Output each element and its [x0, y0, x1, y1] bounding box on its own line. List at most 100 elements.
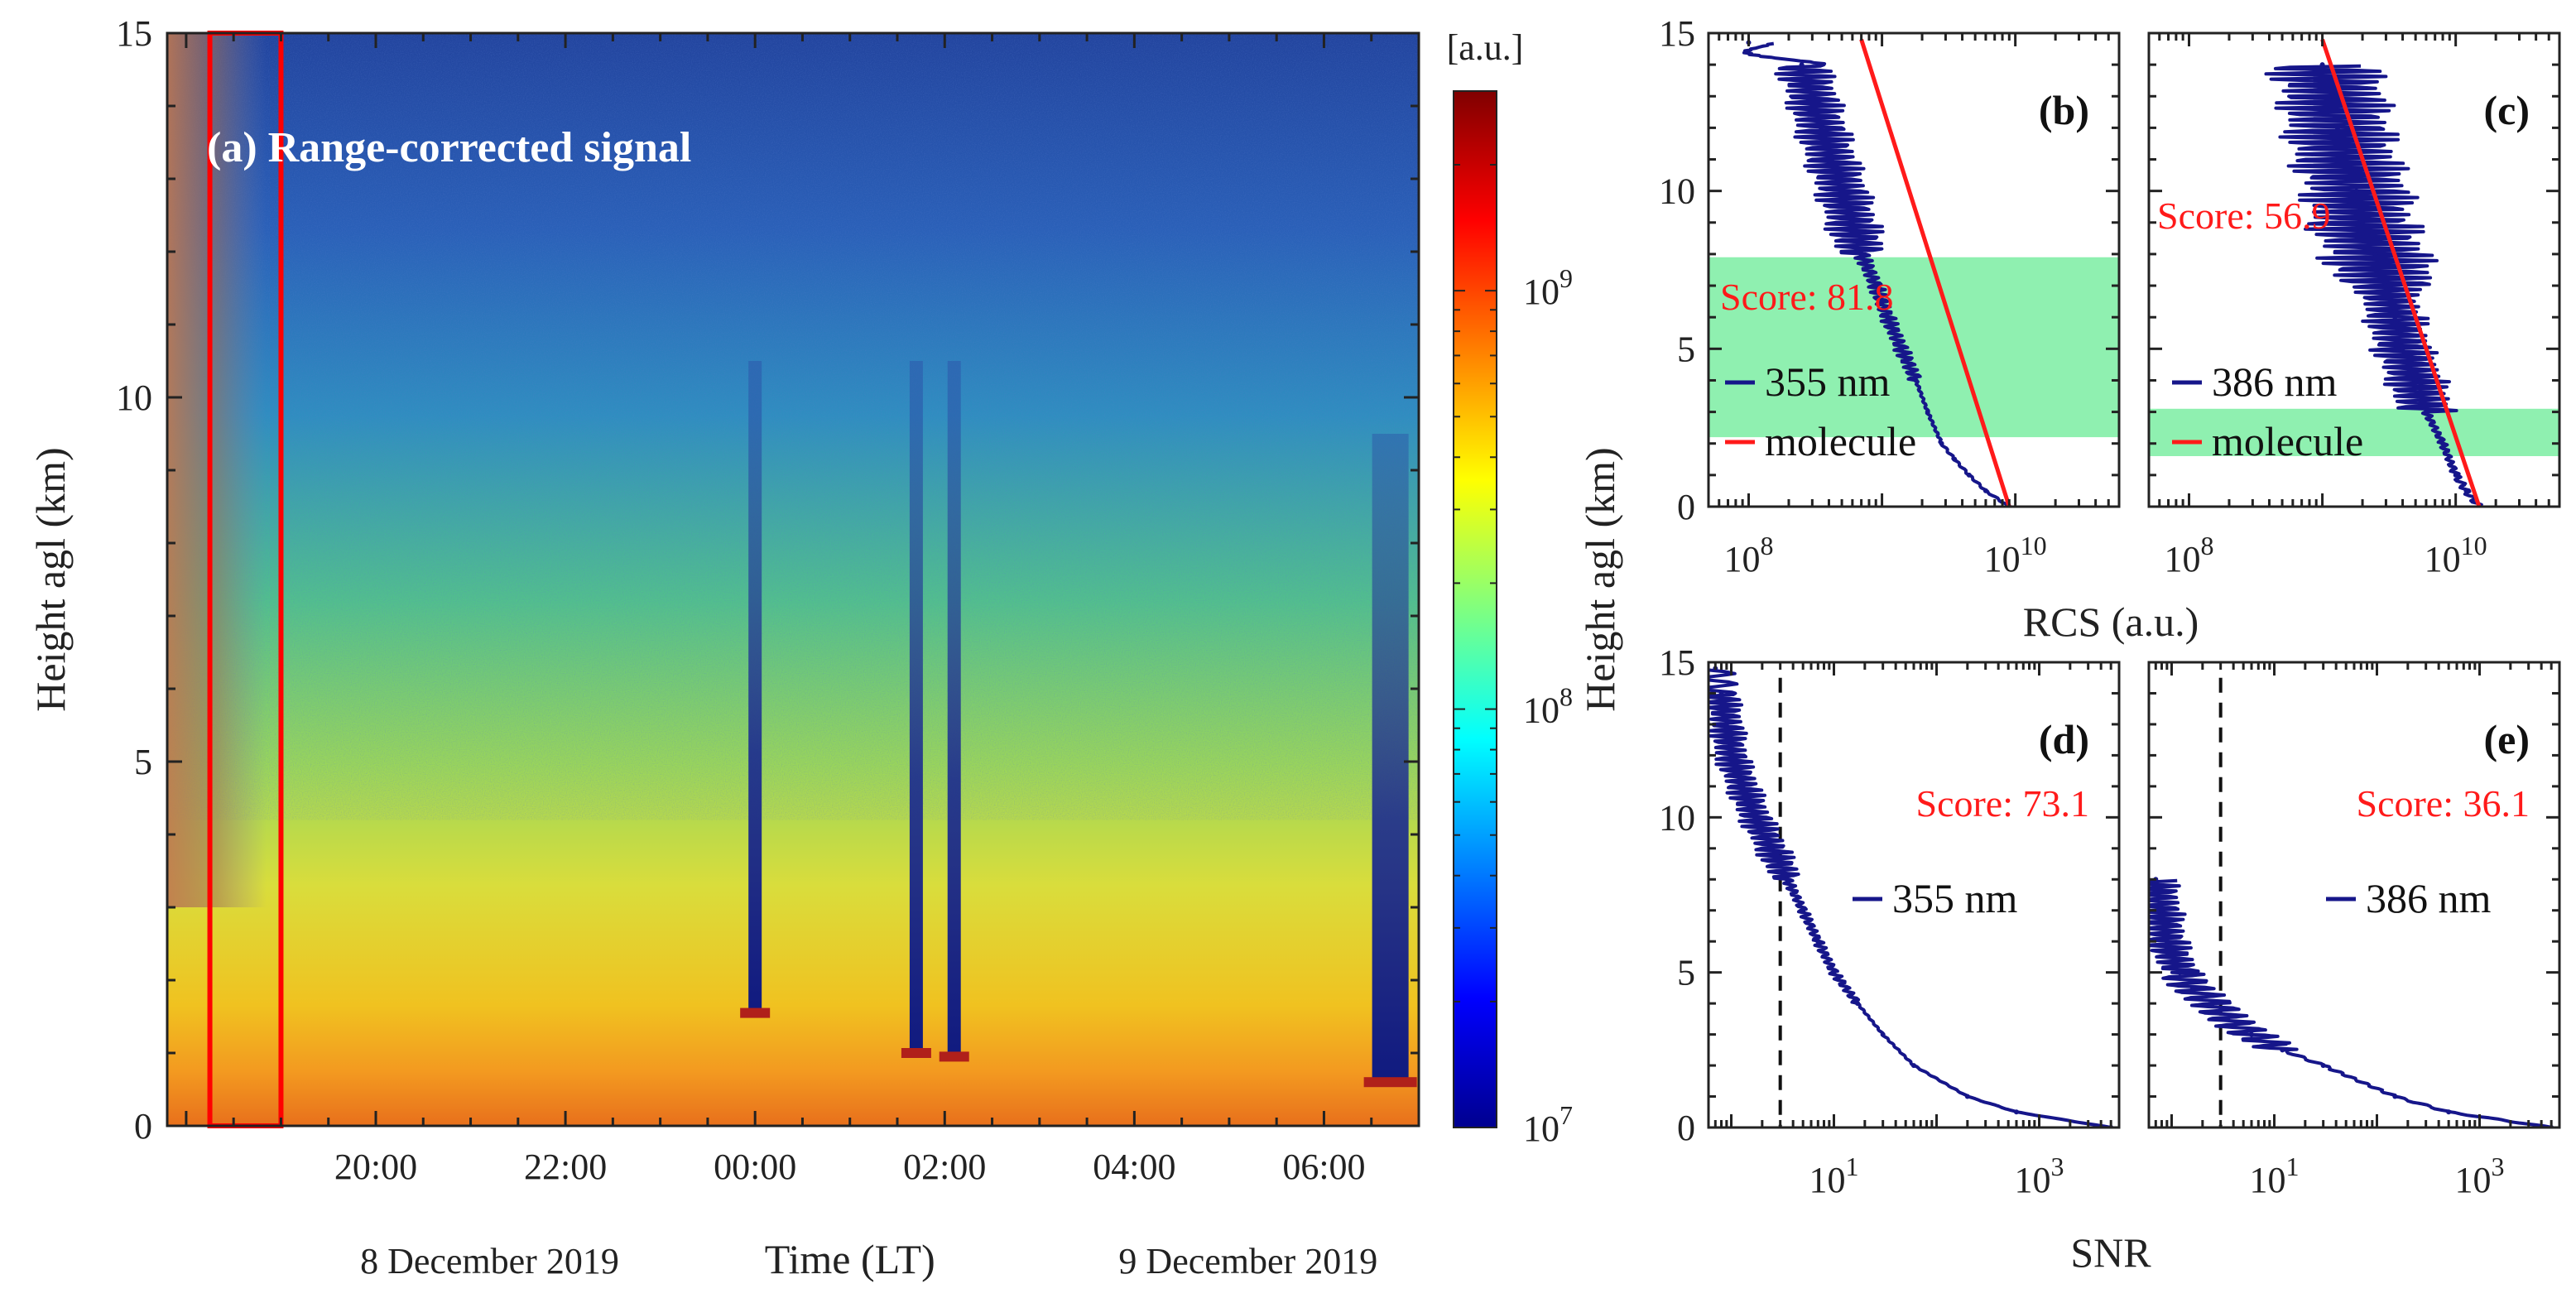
plot-frame-c [2147, 31, 2561, 508]
x-tick-label-b-base: 10 [1984, 539, 2021, 579]
plot-area-e [2149, 662, 2559, 1128]
signal-point [2320, 1063, 2326, 1069]
colorbar-tick-label-base: 10 [1523, 272, 1560, 312]
signal-point [2440, 440, 2446, 446]
signal-point [2383, 283, 2389, 289]
x-tick-label-a: 22:00 [524, 1147, 607, 1187]
heatmap-area [167, 33, 1419, 1126]
plot-bg-e [2149, 662, 2559, 1128]
valid-range-band [2149, 408, 2559, 456]
signal-point [2159, 907, 2165, 913]
signal-line-386-nm [2264, 64, 2483, 507]
score-label-d: Score: 73.1 [1915, 782, 2089, 825]
cloud-base [939, 1051, 969, 1062]
y-tick-label-d: 0 [1677, 1108, 1695, 1148]
plot-bg-d [1709, 662, 2119, 1128]
colorbar-tick-label-exp: 7 [1560, 1100, 1573, 1130]
signal-point [1966, 472, 1972, 478]
signal-point [1849, 219, 1855, 225]
x-axis-label-rcs: RCS (a.u.) [2023, 599, 2199, 645]
legend-label-b: 355 nm [1765, 358, 1891, 405]
x-tick-label-e: 103 [2455, 1152, 2505, 1200]
x-tick-label-c: 108 [2164, 531, 2213, 579]
signal-point [2334, 125, 2340, 131]
cloud-column [1372, 434, 1409, 1083]
x-tick-label-b-exp: 8 [1760, 531, 1773, 560]
valid-range-band [1709, 257, 2119, 438]
y-tick-label-a: 10 [116, 377, 152, 418]
signal-point [1740, 783, 1746, 789]
signal-point [1815, 939, 1821, 945]
x-tick-label-e: 101 [2250, 1152, 2300, 1200]
cloud-base [740, 1007, 771, 1018]
x-tick-label-b: 108 [1723, 531, 1773, 579]
signal-point [2330, 94, 2336, 99]
signal-point [1858, 251, 1864, 257]
y-tick-label-a: 0 [134, 1106, 152, 1147]
signal-point [2209, 1001, 2215, 1007]
signal-point [2343, 156, 2348, 162]
y-tick-label-d: 15 [1659, 642, 1695, 683]
signal-point [1728, 752, 1734, 758]
signal-point [1723, 721, 1729, 727]
y-axis-label-profiles: Height agl (km) [1577, 447, 1623, 711]
molecule-line [1859, 38, 2011, 507]
signal-point [2463, 488, 2469, 493]
signal-point [1829, 156, 1834, 162]
signal-point [2423, 409, 2429, 415]
signal-point [1885, 315, 1891, 320]
plot-area-d [1709, 662, 2119, 1128]
signal-point [1769, 845, 1775, 851]
signal-point [2189, 985, 2195, 991]
heatmap-left-band [167, 33, 267, 907]
legend-label-d: 355 nm [1892, 875, 2018, 921]
y-tick-label-b: 5 [1677, 329, 1695, 369]
cloud-base [1363, 1077, 1417, 1088]
cloud-base [901, 1048, 931, 1058]
signal-point [1913, 377, 1919, 383]
signal-point [1839, 188, 1845, 194]
score-label-e: Score: 36.1 [2356, 782, 2530, 825]
y-tick-label-d: 5 [1677, 953, 1695, 993]
x-tick-label-d-exp: 1 [1846, 1152, 1859, 1181]
x-tick-label-e-exp: 1 [2286, 1152, 2300, 1181]
signal-point [1880, 1031, 1886, 1037]
x-tick-label-a: 20:00 [334, 1147, 417, 1187]
signal-point [1819, 125, 1824, 131]
signal-point [1855, 1001, 1861, 1007]
plot-area-c [2149, 33, 2559, 507]
x-axis-label-a: Time (LT) [765, 1236, 935, 1282]
x-tick-label-a: 02:00 [903, 1147, 986, 1187]
x-tick-label-d-exp: 3 [2051, 1152, 2064, 1181]
panel-label-d: (d) [2039, 716, 2089, 762]
signal-point [2224, 1016, 2230, 1022]
legend-label-e: 386 nm [2366, 875, 2492, 921]
signal-point [1939, 440, 1944, 446]
panel-a: 0 5 10 15 20:00 22:00 00:00 02:00 04:00 06:00 8 De… [27, 13, 1420, 1282]
y-tick-label-b: 0 [1677, 487, 1695, 527]
panel-label-b: (b) [2039, 87, 2089, 133]
x-axis-label-snr: SNR [2070, 1229, 2151, 1276]
x-tick-label-b: 1010 [1984, 531, 2047, 579]
signal-point [2164, 939, 2170, 945]
signal-line-355-nm [1742, 41, 2011, 507]
signal-line-355-nm [1709, 668, 2112, 1128]
signal-point [1899, 346, 1905, 352]
colorbar-tick-label-exp: 8 [1560, 682, 1573, 712]
colorbar-tick-label: 107 [1523, 1100, 1573, 1149]
signal-point [2372, 251, 2378, 257]
x-tick-label-e-base: 10 [2250, 1160, 2286, 1200]
y-tick-label-b: 10 [1659, 171, 1695, 212]
plot-area-b [1709, 33, 2119, 507]
cloud-column [947, 361, 961, 1057]
panel-label-e: (e) [2484, 716, 2530, 762]
signal-point [2413, 377, 2419, 383]
signal-point [1952, 456, 1958, 462]
x-tick-label-c-exp: 10 [2461, 531, 2487, 560]
signal-point [2392, 1094, 2398, 1099]
signal-point [2446, 1109, 2452, 1115]
legend-label-c: molecule [2212, 418, 2363, 464]
